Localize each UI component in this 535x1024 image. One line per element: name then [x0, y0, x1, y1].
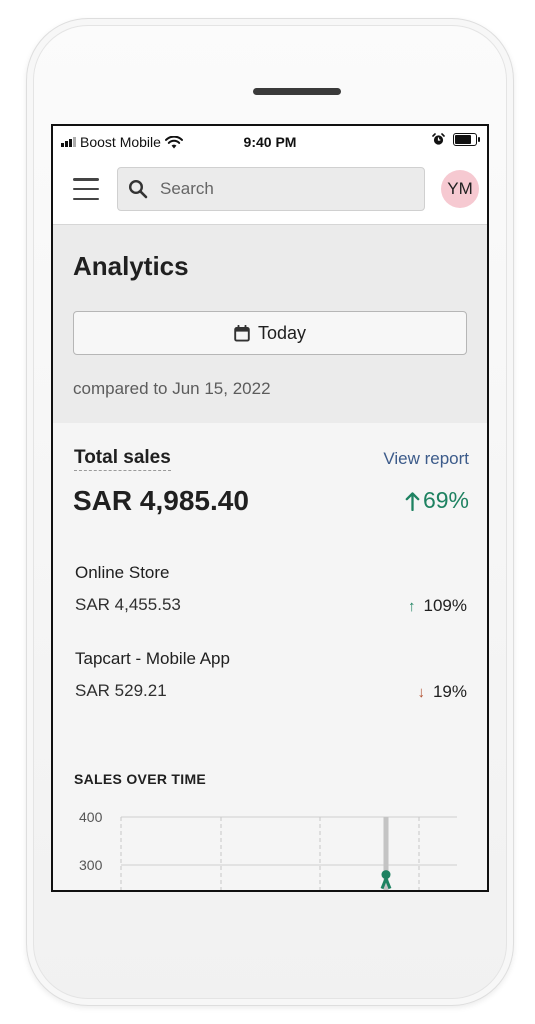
date-range-button[interactable]: Today — [73, 311, 467, 355]
total-sales-change: 69% — [405, 487, 469, 514]
channel-name: Tapcart - Mobile App — [75, 649, 230, 668]
user-avatar[interactable]: YM — [441, 170, 479, 208]
signal-icon — [61, 137, 76, 147]
channel-change-value: 19% — [432, 682, 467, 701]
carrier-name: Boost Mobile — [80, 134, 161, 150]
status-time: 9:40 PM — [243, 134, 297, 150]
hamburger-menu-icon[interactable] — [73, 178, 99, 200]
channel-name: Online Store — [75, 563, 170, 582]
total-sales-change-value: 69% — [422, 487, 469, 513]
date-range-label: Today — [257, 322, 307, 343]
channel-value: SAR 4,455.53 — [75, 595, 181, 614]
top-bar: YM — [53, 158, 487, 225]
sales-card: Total sales View report SAR 4,985.40 69%… — [53, 423, 487, 890]
arrow-down-icon: ↓ — [417, 683, 425, 701]
vertical-gridlines — [120, 817, 420, 890]
channel-change-value: 109% — [423, 596, 467, 615]
chart-title: SALES OVER TIME — [74, 771, 207, 787]
wifi-icon — [164, 135, 183, 148]
battery-icon — [453, 133, 480, 146]
channel-value: SAR 529.21 — [75, 681, 167, 700]
sales-over-time-chart: 400 300 — [79, 809, 457, 890]
analytics-header: Analytics Today compared to Jun 15, 2022 — [53, 225, 487, 423]
arrow-up-icon — [405, 491, 420, 511]
y-tick-label: 300 — [79, 857, 103, 873]
y-tick-label: 400 — [79, 809, 103, 825]
sales-line-segment — [380, 874, 392, 890]
alarm-icon — [432, 133, 445, 145]
total-sales-label[interactable]: Total sales — [74, 447, 171, 471]
page-title: Analytics — [73, 251, 189, 281]
comparison-date-text: compared to Jun 15, 2022 — [73, 379, 271, 398]
search-icon — [128, 179, 148, 199]
channel-change: ↓ 19% — [417, 682, 467, 702]
arrow-up-icon: ↑ — [408, 597, 416, 615]
search-bar[interactable] — [117, 167, 425, 211]
calendar-icon — [234, 324, 250, 342]
total-sales-value: SAR 4,985.40 — [73, 485, 249, 516]
view-report-link[interactable]: View report — [383, 449, 469, 468]
phone-screen: Boost Mobile 9:40 PM — [51, 124, 489, 892]
channel-change: ↑ 109% — [408, 596, 467, 616]
status-bar: Boost Mobile 9:40 PM — [53, 126, 487, 158]
search-input[interactable] — [158, 178, 402, 200]
phone-speaker — [253, 88, 341, 95]
